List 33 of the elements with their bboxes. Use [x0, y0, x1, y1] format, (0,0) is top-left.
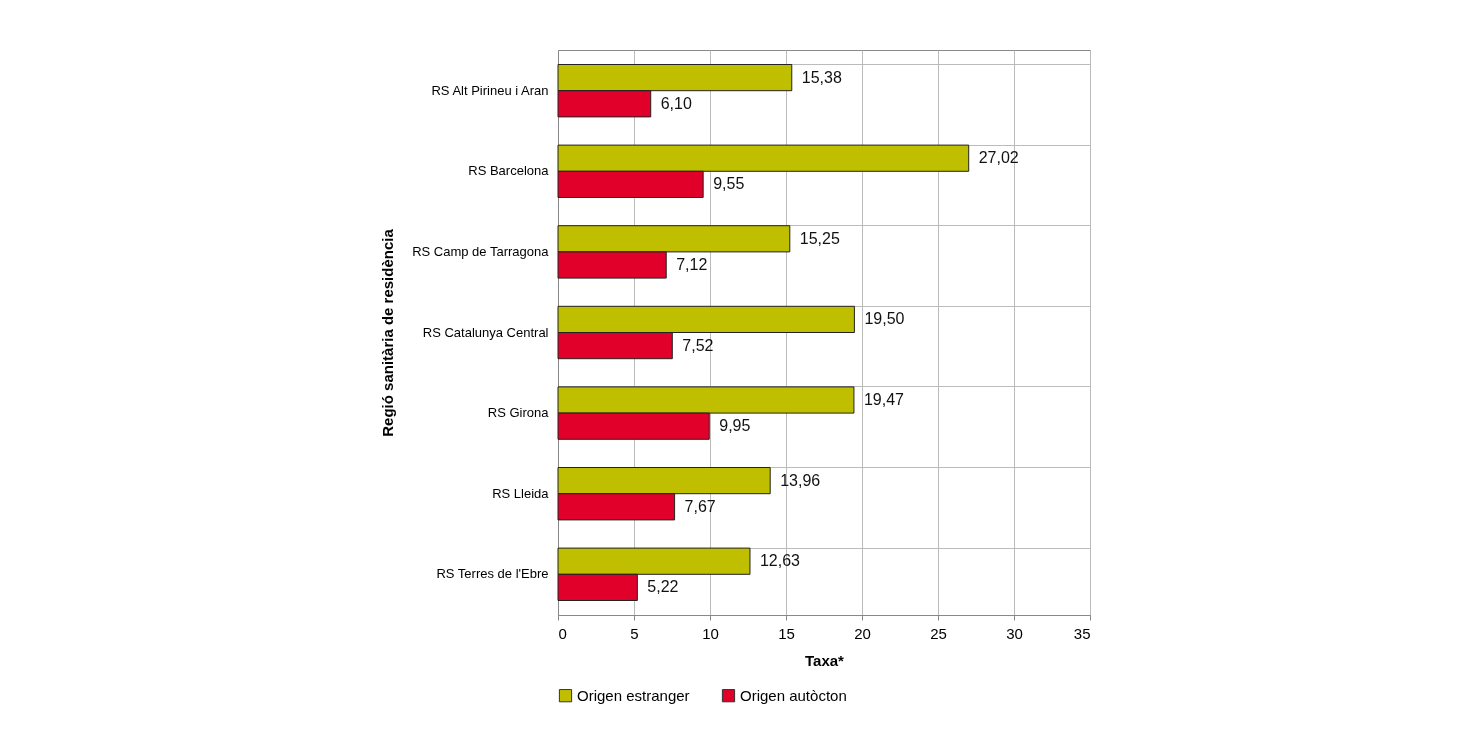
y-tick-label: RS Alt Pirineu i Aran	[431, 82, 549, 98]
y-tick-label: RS Lleida	[492, 485, 550, 501]
x-tick-label: 15	[778, 624, 795, 642]
y-tick-label: RS Camp de Tarragona	[412, 243, 550, 259]
x-tick-label: 20	[854, 624, 871, 642]
x-tick-label: 0	[558, 624, 567, 642]
data-label: 9,95	[719, 417, 751, 435]
data-label: 27,02	[978, 149, 1019, 167]
y-tick-label: RS Terres de l'Ebre	[436, 566, 549, 582]
data-label: 9,55	[713, 175, 745, 193]
x-tick-label: 25	[930, 624, 947, 642]
data-label: 7,52	[682, 336, 714, 354]
data-label: 15,38	[801, 68, 842, 86]
y-tick-label: RS Barcelona	[468, 163, 550, 179]
y-tick-label: RS Catalunya Central	[422, 324, 549, 340]
x-axis-title: Taxa*	[805, 651, 845, 669]
x-tick-label: 35	[1073, 624, 1091, 642]
data-label: 15,25	[799, 229, 840, 247]
data-label: 7,67	[684, 497, 716, 515]
data-label: 19,50	[864, 310, 905, 328]
legend-label: Origen estranger	[577, 686, 690, 704]
legend-label: Origen autòcton	[740, 686, 847, 704]
x-tick-label: 10	[702, 624, 719, 642]
x-tick-label: 30	[1006, 624, 1023, 642]
data-label: 19,47	[863, 391, 905, 408]
data-label: 5,22	[647, 578, 679, 596]
data-label: 12,63	[759, 552, 801, 570]
data-label: 13,96	[780, 471, 821, 489]
x-tick-label: 5	[630, 624, 639, 642]
data-label: 6,10	[660, 94, 692, 112]
data-label: 7,12	[676, 256, 708, 273]
y-tick-label: RS Girona	[487, 405, 550, 421]
y-axis-title: Regió sanitària de residència	[378, 228, 396, 437]
